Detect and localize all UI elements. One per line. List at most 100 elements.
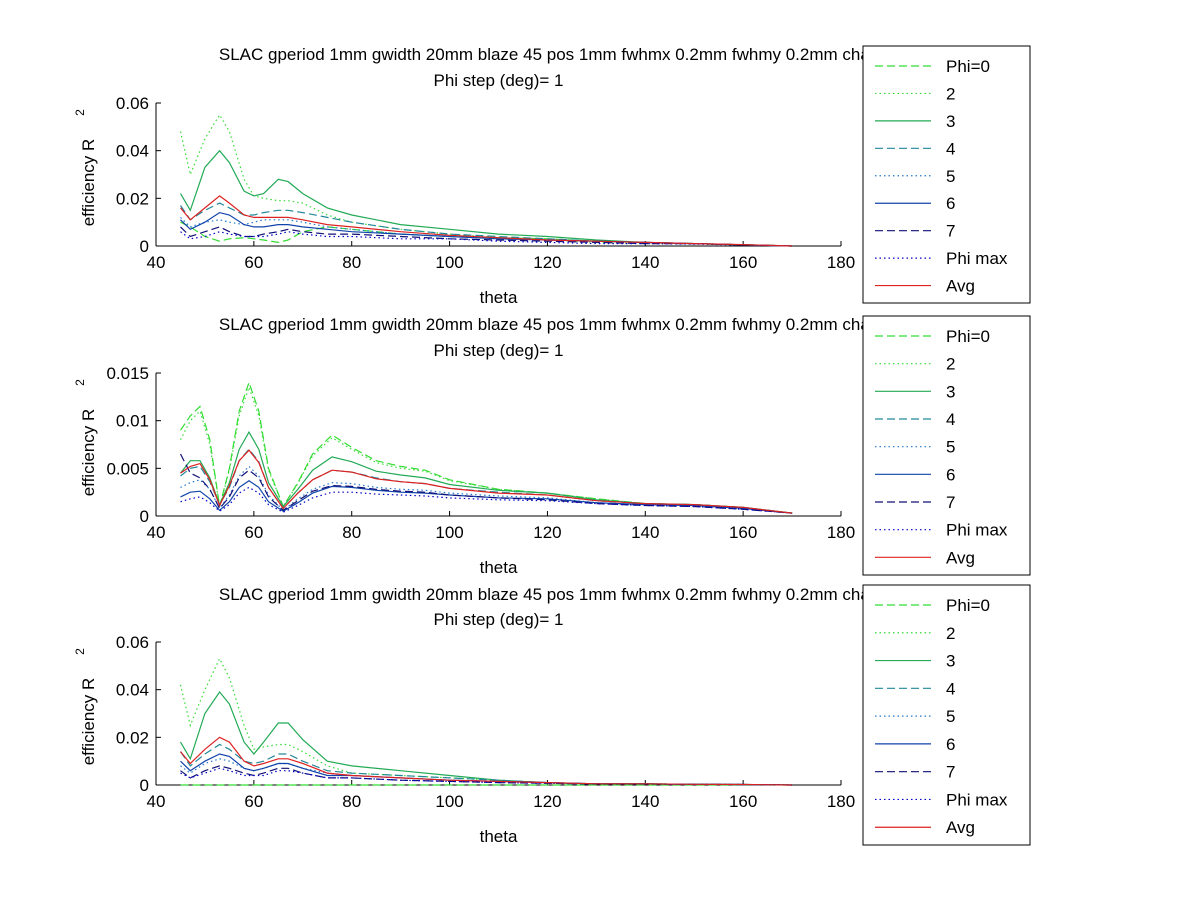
y-axis-label-group: efficiency R 2	[73, 109, 98, 226]
y-tick-label: 0	[140, 237, 149, 256]
x-tick-label: 120	[533, 792, 561, 811]
y-axis-label-superscript: 2	[73, 648, 87, 655]
legend-label: Avg	[946, 818, 975, 837]
x-tick-label: 40	[147, 792, 166, 811]
y-axis-label-superscript: 2	[73, 379, 87, 386]
x-tick-label: 120	[533, 253, 561, 272]
series-line	[180, 486, 793, 514]
y-tick-label: 0.01	[116, 412, 149, 431]
legend-label: 3	[946, 382, 955, 401]
legend-label: 2	[946, 84, 955, 103]
y-axis-label: efficiency R	[79, 678, 98, 766]
x-tick-label: 60	[244, 523, 263, 542]
subplot-3: SLAC gperiod 1mm gwidth 20mm blaze 45 po…	[73, 585, 1002, 846]
y-tick-label: 0.02	[116, 189, 149, 208]
legend: Phi=0 2 3 4 5 6 7 Phi max Avg	[862, 584, 1031, 846]
legend-label: 4	[946, 679, 955, 698]
y-axis-label-group: efficiency R 2	[73, 379, 98, 496]
legend-label: Phi max	[946, 521, 1008, 540]
legend-label: 3	[946, 112, 955, 131]
x-tick-label: 80	[342, 792, 361, 811]
x-tick-label: 180	[827, 792, 855, 811]
series-line	[180, 743, 793, 786]
legend-box	[862, 584, 1031, 846]
x-tick-label: 180	[827, 523, 855, 542]
chart-title: SLAC gperiod 1mm gwidth 20mm blaze 45 po…	[219, 585, 1002, 604]
x-axis-label: theta	[480, 558, 518, 577]
series-line	[180, 736, 793, 786]
legend: Phi=0 2 3 4 5 6 7 Phi max Avg	[862, 315, 1031, 576]
y-axis-label-superscript: 2	[73, 109, 87, 116]
x-tick-label: 140	[631, 523, 659, 542]
legend-label: 6	[946, 735, 955, 754]
y-tick-label: 0	[140, 776, 149, 795]
x-tick-label: 120	[533, 523, 561, 542]
y-tick-label: 0.02	[116, 728, 149, 747]
legend-label: Avg	[946, 548, 975, 567]
y-tick-label: 0.005	[106, 459, 149, 478]
legend-label: 7	[946, 763, 955, 782]
legend-label: 7	[946, 222, 955, 241]
series-line	[180, 226, 793, 247]
x-tick-label: 60	[244, 792, 263, 811]
x-tick-label: 40	[147, 523, 166, 542]
y-tick-label: 0.06	[116, 94, 149, 113]
legend-label: 4	[946, 410, 955, 429]
y-tick-label: 0.04	[116, 681, 149, 700]
legend-label: Phi=0	[946, 327, 990, 346]
y-axis-label: efficiency R	[79, 409, 98, 497]
y-tick-label: 0.015	[106, 364, 149, 383]
series-line	[180, 216, 793, 247]
chart-title: SLAC gperiod 1mm gwidth 20mm blaze 45 po…	[219, 45, 1002, 64]
legend-label: Phi max	[946, 790, 1008, 809]
y-tick-label: 0.06	[116, 633, 149, 652]
legend-label: Avg	[946, 277, 975, 296]
x-tick-label: 80	[342, 523, 361, 542]
legend-label: 6	[946, 465, 955, 484]
x-tick-label: 140	[631, 792, 659, 811]
series-line	[179, 453, 793, 514]
x-tick-label: 160	[729, 253, 757, 272]
x-axis-label: theta	[480, 827, 518, 846]
legend: Phi=0 2 3 4 5 6 7 Phi max Avg	[862, 45, 1031, 304]
subplot-2: SLAC gperiod 1mm gwidth 20mm blaze 45 po…	[73, 315, 1002, 577]
x-tick-label: 140	[631, 253, 659, 272]
chart-subtitle: Phi step (deg)= 1	[434, 610, 564, 629]
legend-label: 2	[946, 624, 955, 643]
legend-label: 3	[946, 652, 955, 671]
series-line	[180, 449, 793, 514]
legend-label: 2	[946, 355, 955, 374]
legend-label: 4	[946, 139, 955, 158]
x-tick-label: 40	[147, 253, 166, 272]
chart-title: SLAC gperiod 1mm gwidth 20mm blaze 45 po…	[219, 315, 1002, 334]
legend-box	[862, 315, 1031, 576]
series-line	[180, 195, 793, 247]
chart-subtitle: Phi step (deg)= 1	[434, 71, 564, 90]
series-line	[180, 479, 793, 514]
legend-label: Phi max	[946, 249, 1008, 268]
y-axis-label: efficiency R	[79, 139, 98, 227]
legend-box	[862, 45, 1031, 304]
legend-label: Phi=0	[946, 596, 990, 615]
x-tick-label: 100	[435, 253, 463, 272]
chart-subtitle: Phi step (deg)= 1	[434, 341, 564, 360]
x-tick-label: 100	[435, 523, 463, 542]
y-tick-label: 0.04	[116, 142, 149, 161]
y-axis-label-group: efficiency R 2	[73, 648, 98, 765]
legend-label: 5	[946, 167, 955, 186]
legend-label: 6	[946, 194, 955, 213]
legend-label: 5	[946, 707, 955, 726]
legend-label: 5	[946, 438, 955, 457]
legend-label: 7	[946, 493, 955, 512]
x-tick-label: 180	[827, 253, 855, 272]
x-tick-label: 100	[435, 792, 463, 811]
x-tick-label: 160	[729, 792, 757, 811]
x-tick-label: 160	[729, 523, 757, 542]
legend-label: Phi=0	[946, 57, 990, 76]
x-tick-label: 60	[244, 253, 263, 272]
y-tick-label: 0	[140, 507, 149, 526]
subplot-1: SLAC gperiod 1mm gwidth 20mm blaze 45 po…	[73, 45, 1002, 307]
x-tick-label: 80	[342, 253, 361, 272]
x-axis-label: theta	[480, 288, 518, 307]
